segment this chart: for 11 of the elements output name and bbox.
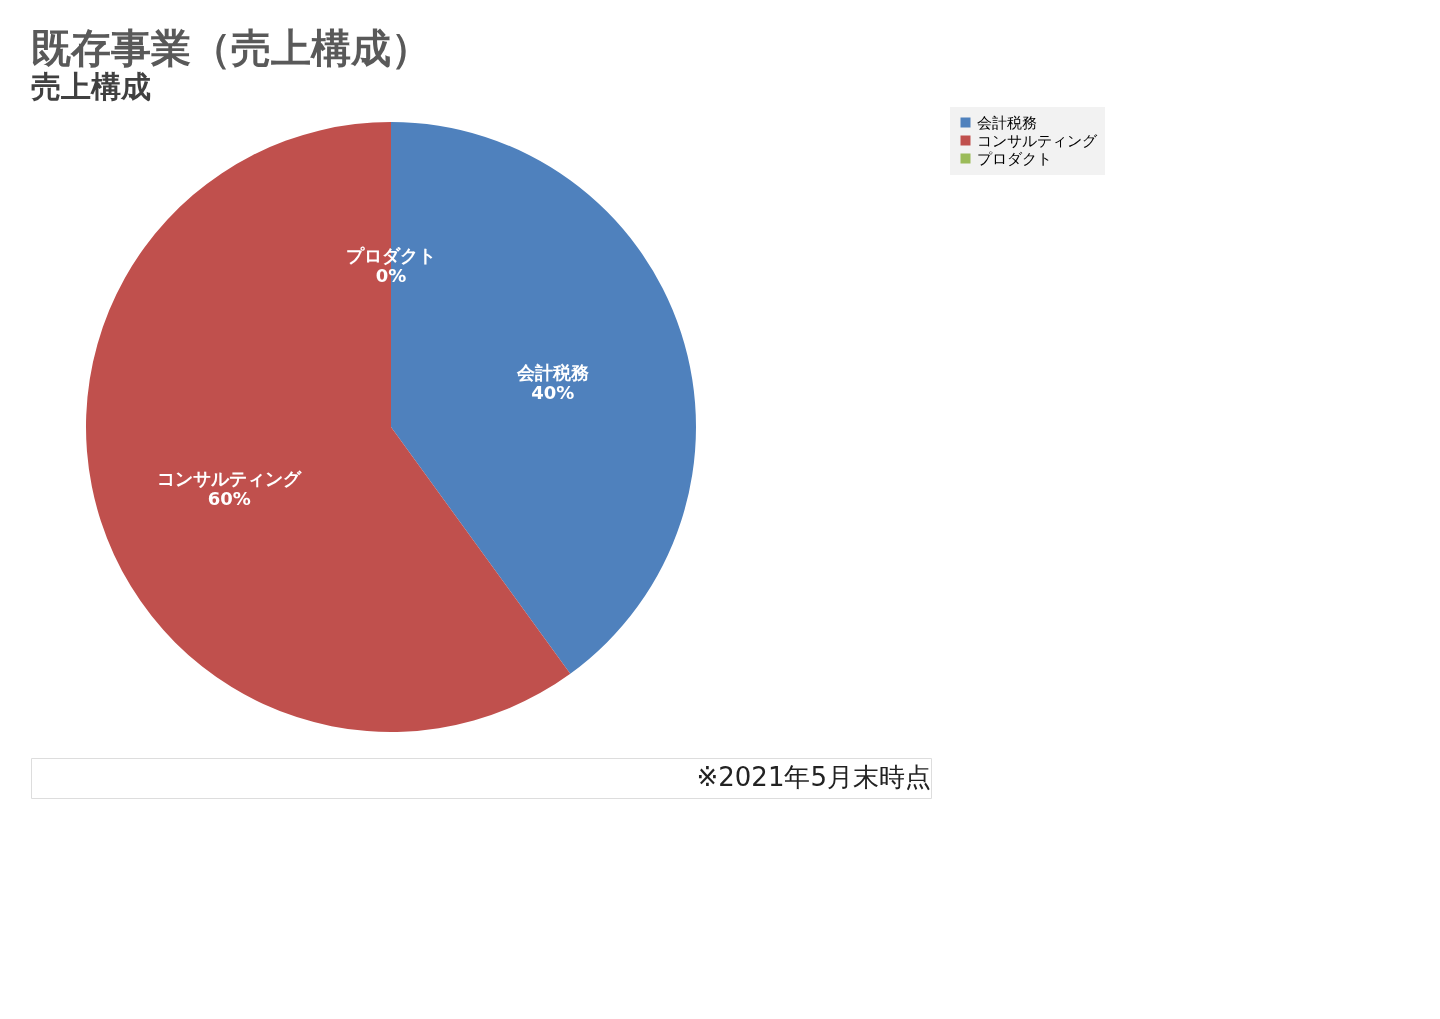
legend-label: 会計税務 <box>977 113 1037 132</box>
slice-label: 会計税務 <box>515 362 589 384</box>
data-label: 40% <box>531 382 575 404</box>
text: 0% <box>375 265 407 286</box>
chart-subtitle: 売上構成 <box>31 69 151 104</box>
data-label: 60% <box>207 487 251 509</box>
legend-label: コンサルティング <box>977 131 1098 150</box>
legend-label: プロダクト <box>977 149 1052 168</box>
chart-title: 既存事業（売上構成） <box>31 25 431 71</box>
text: ※2021年5月末時点 <box>696 762 931 792</box>
slice-label: コンサルティング <box>157 467 303 489</box>
